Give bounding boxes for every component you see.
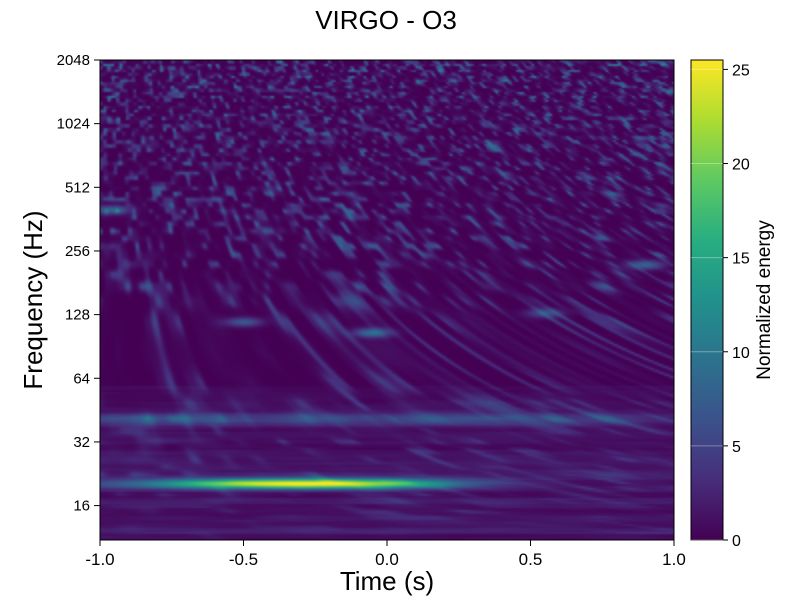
x-tick-label: 0.0	[375, 550, 399, 569]
y-axis-ticks: 16 32 64 128 256 512 1024 2048	[57, 52, 100, 515]
colorbar-tick-label: 5	[732, 439, 741, 456]
colorbar-tick-label: 0	[732, 533, 741, 550]
x-tick-label: -1.0	[85, 550, 114, 569]
chart-title: VIRGO - O3	[315, 5, 457, 35]
y-tick-label: 16	[73, 498, 90, 515]
colorbar-label: Normalized energy	[754, 220, 775, 380]
y-tick-label: 1024	[57, 116, 90, 133]
y-tick-label: 128	[65, 307, 90, 324]
y-tick-label: 64	[73, 370, 90, 387]
heatmap-image	[100, 60, 674, 540]
colorbar-tick-label: 10	[732, 345, 750, 362]
x-tick-label: 1.0	[662, 550, 686, 569]
x-tick-label: -0.5	[229, 550, 258, 569]
y-tick-label: 32	[73, 434, 90, 451]
y-tick-label: 256	[65, 243, 90, 260]
y-axis-label: Frequency (Hz)	[18, 210, 48, 389]
x-axis-label: Time (s)	[340, 566, 434, 596]
colorbar-ticks: 0 5 10 15 20 25	[691, 62, 750, 550]
colorbar-tick-label: 25	[732, 62, 750, 79]
y-tick-label: 2048	[57, 52, 90, 69]
x-axis-ticks: -1.0 -0.5 0.0 0.5 1.0	[85, 540, 686, 569]
x-tick-label: 0.5	[519, 550, 543, 569]
colorbar-tick-label: 15	[732, 251, 750, 268]
y-tick-label: 512	[65, 179, 90, 196]
colorbar-tick-label: 20	[732, 157, 750, 174]
colorbar	[690, 59, 724, 541]
